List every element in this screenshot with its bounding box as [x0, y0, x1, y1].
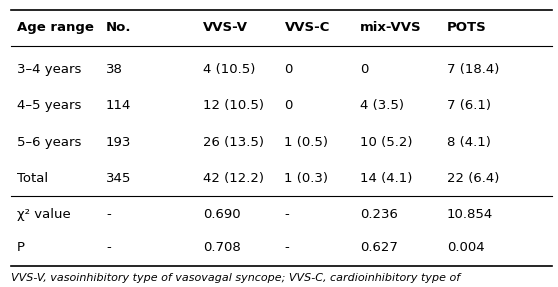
Text: 26 (13.5): 26 (13.5) [203, 135, 264, 149]
Text: VVS-V, vasoinhibitory type of vasovagal syncope; VVS-C, cardioinhibitory type of: VVS-V, vasoinhibitory type of vasovagal … [11, 273, 460, 283]
Text: 22 (6.4): 22 (6.4) [447, 172, 499, 185]
Text: 114: 114 [106, 99, 131, 113]
Text: 193: 193 [106, 135, 131, 149]
Text: -: - [106, 208, 110, 221]
Text: 10.854: 10.854 [447, 208, 493, 221]
Text: Total: Total [17, 172, 47, 185]
Text: 4–5 years: 4–5 years [17, 99, 81, 113]
Text: -: - [285, 241, 289, 254]
Text: 12 (10.5): 12 (10.5) [203, 99, 264, 113]
Text: P: P [17, 241, 25, 254]
Text: VVS-V: VVS-V [203, 22, 248, 34]
Text: 3–4 years: 3–4 years [17, 63, 81, 76]
Text: -: - [106, 241, 110, 254]
Text: 0: 0 [285, 63, 293, 76]
Text: 1 (0.5): 1 (0.5) [285, 135, 329, 149]
Text: 0.627: 0.627 [360, 241, 398, 254]
Text: 7 (18.4): 7 (18.4) [447, 63, 499, 76]
Text: 0.708: 0.708 [203, 241, 241, 254]
Text: -: - [285, 208, 289, 221]
Text: 10 (5.2): 10 (5.2) [360, 135, 413, 149]
Text: 42 (12.2): 42 (12.2) [203, 172, 264, 185]
Text: mix-VVS: mix-VVS [360, 22, 422, 34]
Text: 8 (4.1): 8 (4.1) [447, 135, 490, 149]
Text: χ² value: χ² value [17, 208, 70, 221]
Text: 345: 345 [106, 172, 131, 185]
Text: 0: 0 [285, 99, 293, 113]
Text: No.: No. [106, 22, 131, 34]
Text: Age range: Age range [17, 22, 93, 34]
Text: 4 (10.5): 4 (10.5) [203, 63, 256, 76]
Text: 0.236: 0.236 [360, 208, 398, 221]
Text: 0.690: 0.690 [203, 208, 241, 221]
Text: 7 (6.1): 7 (6.1) [447, 99, 491, 113]
Text: 1 (0.3): 1 (0.3) [285, 172, 329, 185]
Text: 38: 38 [106, 63, 123, 76]
Text: 5–6 years: 5–6 years [17, 135, 81, 149]
Text: 4 (3.5): 4 (3.5) [360, 99, 405, 113]
Text: 0.004: 0.004 [447, 241, 484, 254]
Text: POTS: POTS [447, 22, 487, 34]
Text: 14 (4.1): 14 (4.1) [360, 172, 413, 185]
Text: VVS-C: VVS-C [285, 22, 330, 34]
Text: 0: 0 [360, 63, 369, 76]
